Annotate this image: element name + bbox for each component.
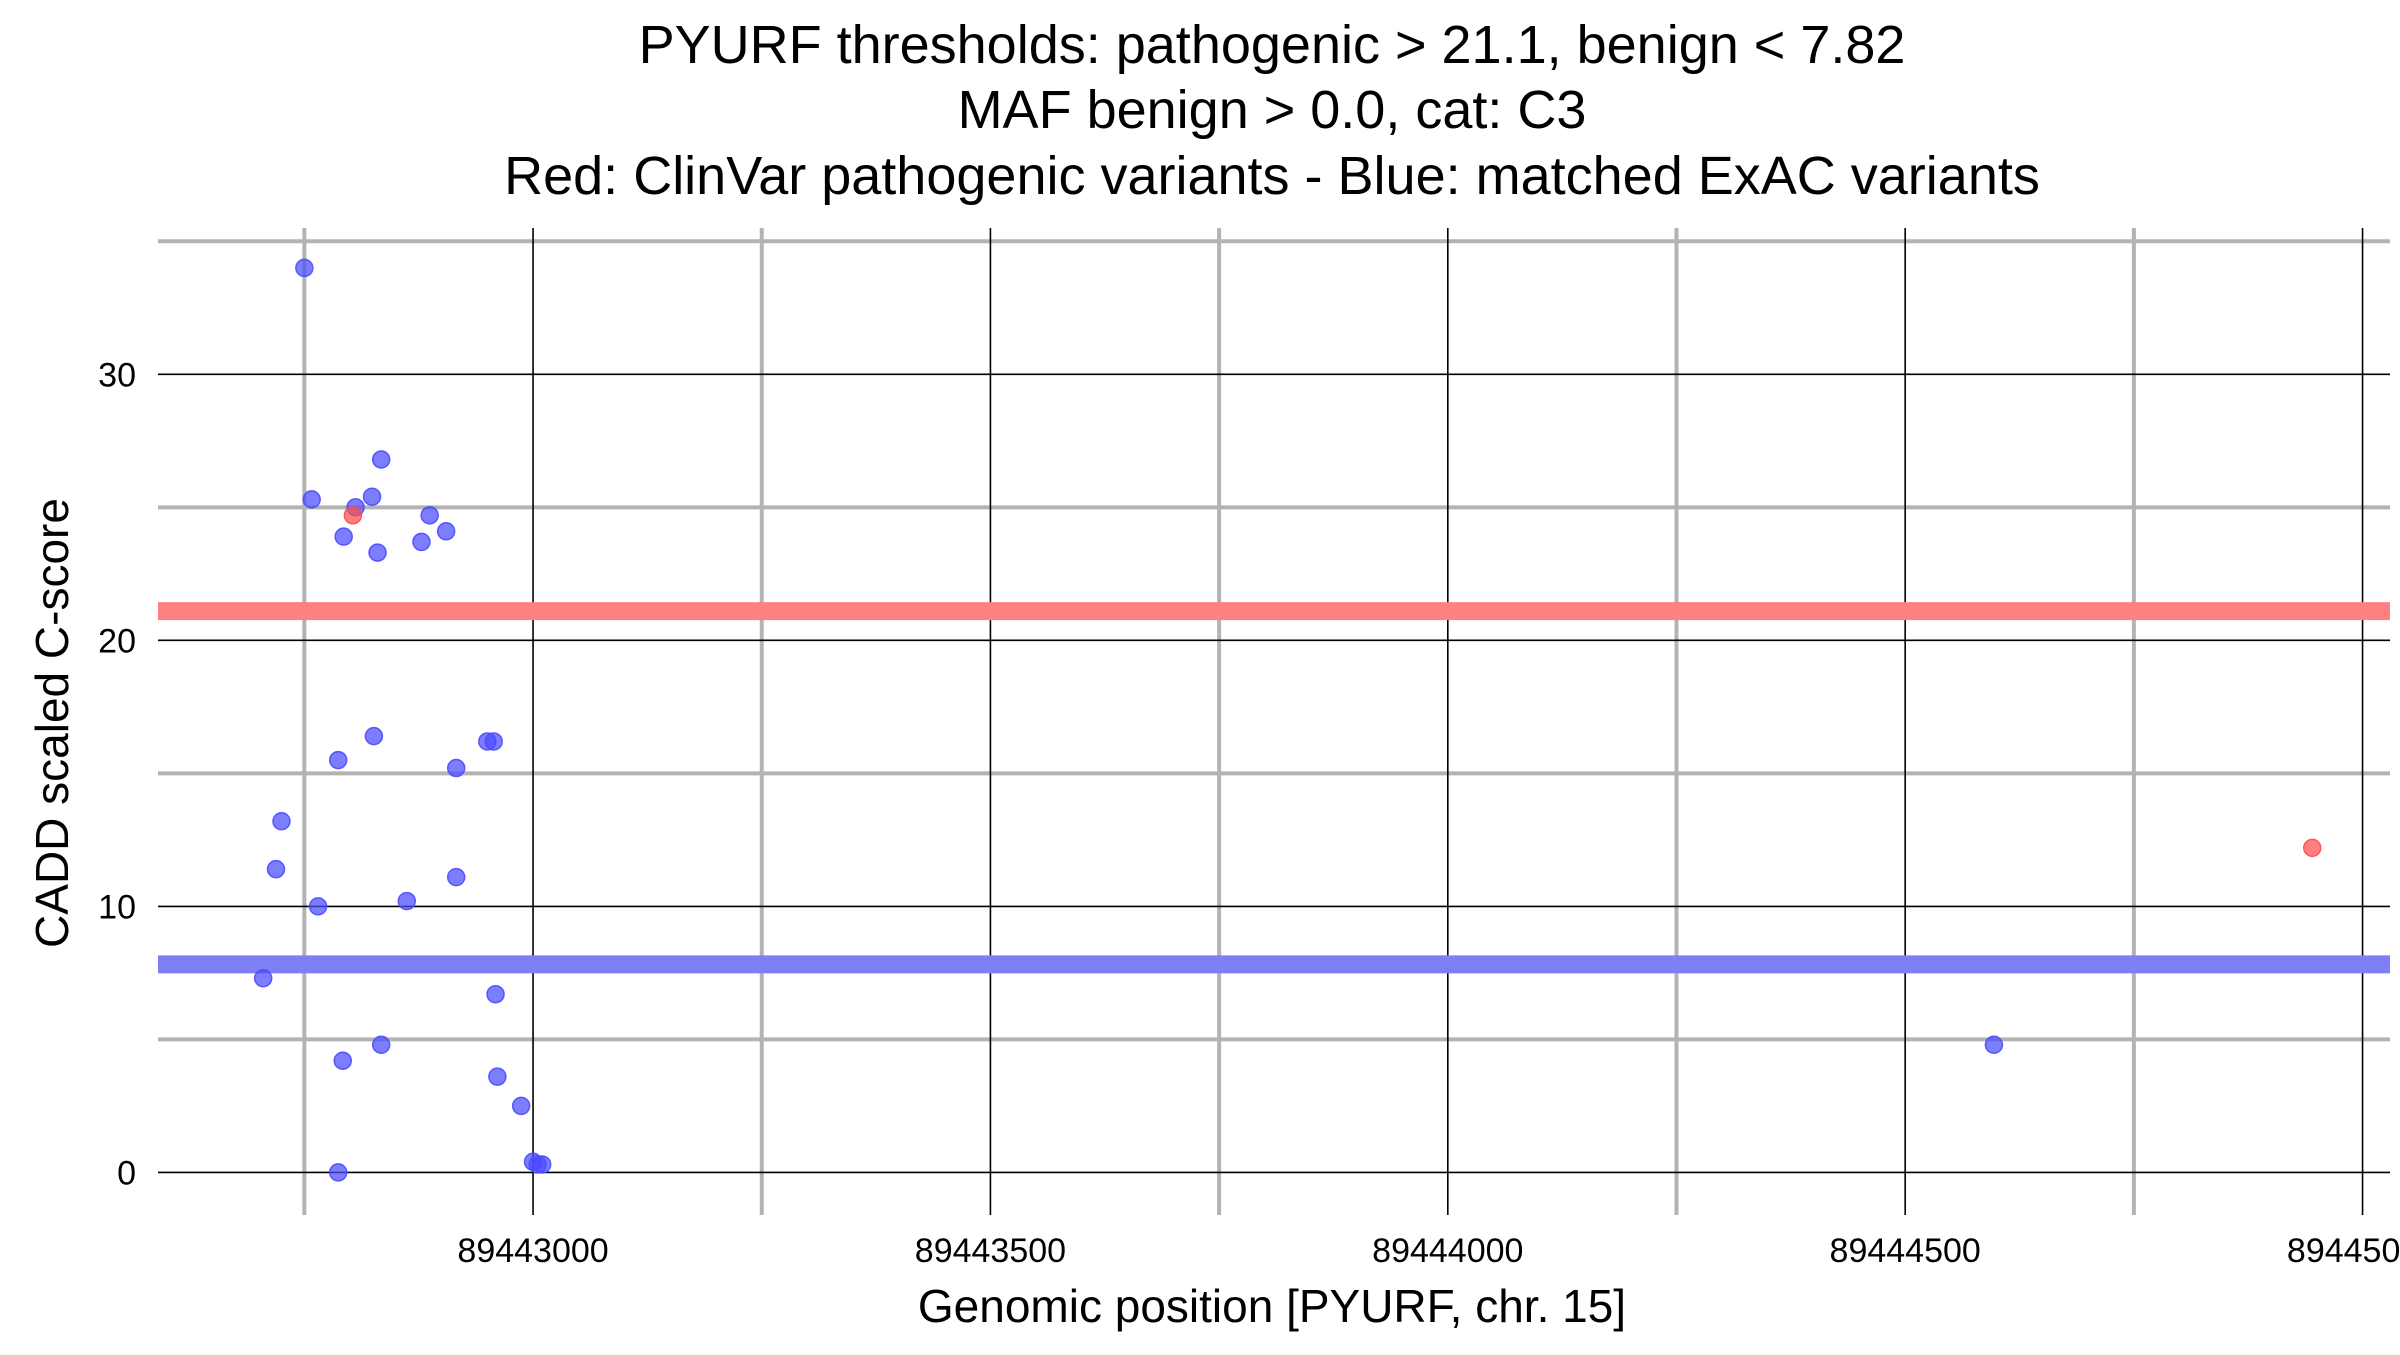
data-point-s1-0 <box>343 506 363 525</box>
y-tick-label-2: 20 <box>98 622 136 660</box>
data-point-s0-8 <box>412 532 431 552</box>
y-axis-label: CADD scaled C-score <box>26 498 78 948</box>
chart-title: PYURF thresholds: pathogenic > 21.1, ben… <box>504 15 2040 206</box>
x-axis-label: Genomic position [PYURF, chr. 15] <box>918 1280 1626 1332</box>
data-point-s0-13 <box>484 732 503 751</box>
data-point-s0-24 <box>488 1067 507 1086</box>
data-point-s0-3 <box>362 487 382 506</box>
data-point-s0-16 <box>266 859 286 879</box>
data-point-s0-22 <box>371 1035 391 1054</box>
y-tick-label-1: 10 <box>98 888 136 926</box>
data-point-s0-23 <box>333 1051 353 1070</box>
data-point-s0-30 <box>1984 1035 2004 1054</box>
chart-title-line-3: Red: ClinVar pathogenic variants - Blue:… <box>504 146 2040 206</box>
data-point-s1-1 <box>2302 838 2322 858</box>
data-point-s0-29 <box>328 1163 348 1182</box>
data-point-s0-28 <box>532 1155 552 1174</box>
chart-title-line-1: PYURF thresholds: pathogenic > 21.1, ben… <box>639 15 1906 75</box>
y-tick-label-3: 30 <box>98 356 136 394</box>
data-point-s0-15 <box>272 812 291 831</box>
data-point-s0-4 <box>371 450 391 469</box>
data-point-s0-9 <box>436 522 456 541</box>
data-point-s0-7 <box>368 543 387 562</box>
data-point-s0-18 <box>397 891 417 911</box>
x-tick-label-1: 89443500 <box>915 1232 1066 1270</box>
data-point-s0-20 <box>253 968 273 988</box>
point-layer <box>253 258 2322 1182</box>
data-point-s0-5 <box>420 506 439 525</box>
data-point-s0-6 <box>334 527 353 546</box>
x-tick-label-0: 89443000 <box>457 1232 608 1270</box>
data-point-s0-14 <box>446 758 466 778</box>
y-tick-label-0: 0 <box>117 1154 136 1192</box>
x-tick-label-4: 89445000 <box>2287 1232 2400 1270</box>
threshold-layer <box>158 602 2390 974</box>
x-tick-label-3: 89444500 <box>1830 1232 1981 1270</box>
data-point-s0-19 <box>446 867 466 887</box>
axis-layer: 0 10 20 30 89443000 89443500 89444000 89444500 8… <box>98 356 2400 1270</box>
grid-layer <box>158 228 2390 1215</box>
data-point-s0-1 <box>302 490 321 509</box>
data-point-s0-25 <box>511 1096 531 1116</box>
chart-title-line-2: MAF benign > 0.0, cat: C3 <box>958 80 1587 140</box>
x-tick-label-2: 89444000 <box>1372 1232 1523 1270</box>
data-point-s0-10 <box>364 726 384 746</box>
data-point-s0-17 <box>308 897 328 916</box>
data-point-s0-21 <box>486 984 505 1004</box>
data-point-s0-0 <box>295 258 314 278</box>
data-point-s0-11 <box>328 750 348 770</box>
